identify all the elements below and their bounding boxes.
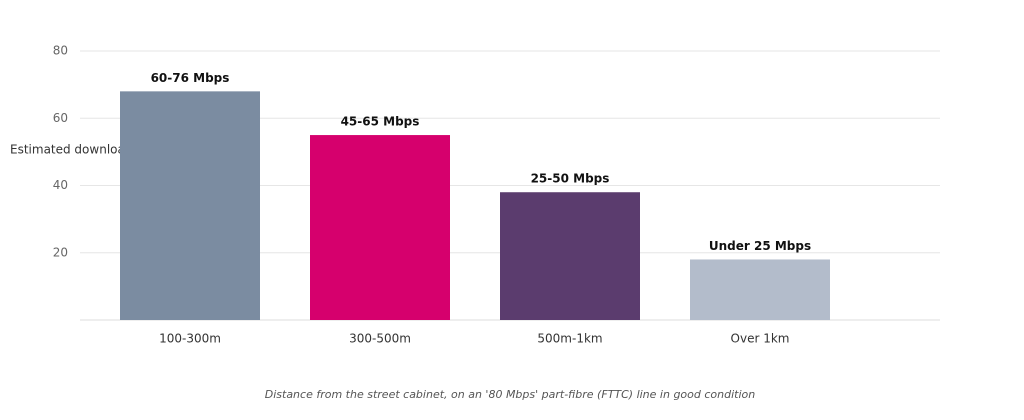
x-tick-label: 100-300m	[159, 332, 221, 346]
bar	[120, 91, 260, 320]
bar-annotation: 60-76 Mbps	[151, 71, 230, 85]
y-tick-label: 80	[53, 44, 68, 58]
bar-annotation: 45-65 Mbps	[341, 115, 420, 129]
bar-annotation: Under 25 Mbps	[709, 239, 811, 253]
y-axis-label: Estimated downloa	[10, 143, 125, 157]
bar	[690, 259, 830, 320]
y-tick-label: 60	[53, 111, 68, 125]
x-tick-label: Over 1km	[731, 332, 790, 346]
x-tick-label: 300-500m	[349, 332, 411, 346]
bar	[500, 192, 640, 320]
bar	[310, 135, 450, 320]
y-tick-label: 40	[53, 178, 68, 192]
x-axis-label: Distance from the street cabinet, on an …	[265, 388, 756, 401]
y-tick-label: 20	[53, 245, 68, 259]
x-tick-label: 500m-1km	[537, 332, 602, 346]
bar-annotation: 25-50 Mbps	[531, 172, 610, 186]
